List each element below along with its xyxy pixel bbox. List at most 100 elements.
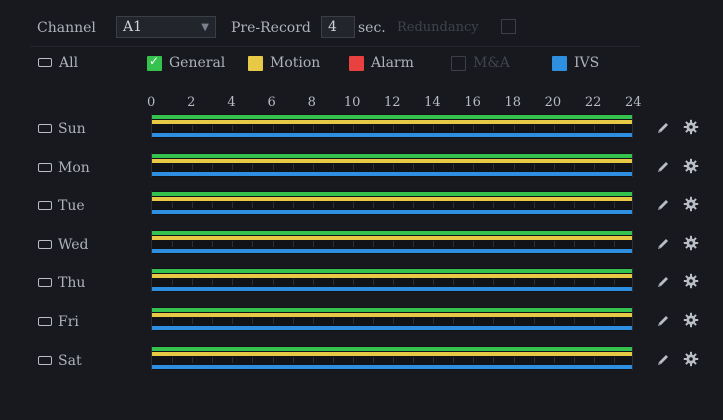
- gear-icon[interactable]: [683, 351, 699, 367]
- axis-tick-label: 14: [424, 95, 441, 110]
- hour-grid-line: [192, 125, 194, 131]
- gear-icon[interactable]: [683, 235, 699, 251]
- hour-grid-line: [573, 279, 575, 285]
- channel-select[interactable]: A1 ▼: [116, 16, 216, 38]
- general-legend-swatch[interactable]: ✓: [147, 54, 162, 71]
- gear-icon[interactable]: [683, 158, 699, 174]
- hour-grid-line: [593, 125, 595, 131]
- hour-grid-line: [212, 318, 214, 324]
- day-checkbox-icon[interactable]: [38, 278, 52, 287]
- hour-grid-line: [272, 202, 274, 208]
- hour-grid-line: [433, 202, 435, 208]
- hour-grid-line: [513, 357, 515, 363]
- hour-grid-line: [172, 125, 174, 131]
- general-record-bar: [152, 308, 632, 312]
- hour-grid-line: [393, 318, 394, 324]
- axis-tick-label: 8: [307, 95, 316, 110]
- hour-grid-line: [593, 164, 595, 170]
- day-checkbox-icon[interactable]: [38, 356, 52, 365]
- hour-grid-line: [352, 202, 354, 208]
- hour-grid-line: [513, 241, 515, 247]
- hour-grid-line: [493, 125, 495, 131]
- pencil-icon[interactable]: [655, 352, 671, 368]
- gear-icon[interactable]: [683, 312, 699, 328]
- hour-grid-line: [613, 357, 615, 363]
- hour-grid-line: [613, 125, 615, 131]
- hour-grid-line: [433, 357, 435, 363]
- hour-grid-line: [573, 202, 575, 208]
- day-checkbox-icon[interactable]: [38, 317, 52, 326]
- ivs-record-bar: [152, 210, 632, 214]
- hour-grid-line: [393, 164, 394, 170]
- general-record-bar: [152, 192, 632, 196]
- pencil-icon[interactable]: [655, 197, 671, 213]
- pencil-icon[interactable]: [655, 159, 671, 175]
- gear-icon[interactable]: [683, 273, 699, 289]
- pencil-icon[interactable]: [655, 313, 671, 329]
- ma-legend-swatch[interactable]: [451, 56, 466, 71]
- motion-legend-swatch[interactable]: [248, 56, 263, 71]
- gear-icon[interactable]: [683, 119, 699, 135]
- hour-grid-line: [212, 357, 214, 363]
- hour-grid-line: [613, 279, 615, 285]
- ivs-record-bar: [152, 172, 632, 176]
- hour-grid-line: [533, 241, 535, 247]
- hour-grid-line: [433, 279, 435, 285]
- hour-grid-line: [332, 202, 334, 208]
- hour-grid-line: [553, 202, 555, 208]
- channel-value: A1: [123, 19, 143, 35]
- hour-grid-line: [172, 241, 174, 247]
- hour-grid-line: [352, 241, 354, 247]
- day-timeline[interactable]: [151, 153, 633, 177]
- day-timeline[interactable]: [151, 346, 633, 370]
- hour-grid-line: [593, 279, 595, 285]
- prerecord-value: 4: [328, 19, 337, 35]
- hour-grid-line: [453, 202, 455, 208]
- hour-grid-line: [372, 357, 374, 363]
- hour-grid-line: [413, 241, 415, 247]
- hour-grid-line: [413, 164, 415, 170]
- hour-grid-line: [433, 241, 435, 247]
- hour-grid-line: [533, 202, 535, 208]
- day-checkbox-icon[interactable]: [38, 163, 52, 172]
- day-checkbox-icon[interactable]: [38, 240, 52, 249]
- gear-icon[interactable]: [683, 196, 699, 212]
- hour-grid-line: [232, 125, 234, 131]
- hour-grid-line: [493, 164, 495, 170]
- axis-tick-label: 22: [584, 95, 602, 110]
- pencil-icon[interactable]: [655, 274, 671, 290]
- day-timeline[interactable]: [151, 268, 633, 292]
- alarm-legend-label: Alarm: [371, 55, 414, 71]
- general-record-bar: [152, 231, 632, 235]
- ma-legend-label: M&A: [473, 55, 510, 71]
- pencil-icon[interactable]: [655, 236, 671, 252]
- hour-grid-line: [332, 241, 334, 247]
- redundancy-checkbox[interactable]: [501, 19, 516, 34]
- prerecord-input[interactable]: 4: [321, 16, 355, 38]
- day-label: Sat: [58, 353, 82, 369]
- hour-grid-line: [212, 202, 214, 208]
- hour-grid-line: [332, 279, 334, 285]
- day-timeline[interactable]: [151, 114, 633, 138]
- day-label: Sun: [58, 121, 86, 137]
- day-timeline[interactable]: [151, 230, 633, 254]
- chevron-down-icon: ▼: [201, 22, 209, 33]
- prerecord-label: Pre-Record: [231, 20, 311, 36]
- alarm-legend-swatch[interactable]: [349, 56, 364, 71]
- hour-grid-line: [593, 241, 595, 247]
- all-checkbox-icon[interactable]: [38, 58, 52, 67]
- all-label: All: [59, 55, 79, 71]
- day-timeline[interactable]: [151, 307, 633, 331]
- hour-grid-line: [473, 125, 475, 131]
- ivs-legend-swatch[interactable]: [552, 56, 567, 71]
- day-timeline[interactable]: [151, 191, 633, 215]
- hour-grid-line: [352, 164, 354, 170]
- day-checkbox-icon[interactable]: [38, 124, 52, 133]
- pencil-icon[interactable]: [655, 120, 671, 136]
- hour-grid-line: [232, 164, 234, 170]
- hour-grid-line: [593, 202, 595, 208]
- hour-grid-line: [413, 318, 415, 324]
- ivs-record-bar: [152, 365, 632, 369]
- day-label: Wed: [58, 237, 89, 253]
- day-checkbox-icon[interactable]: [38, 201, 52, 210]
